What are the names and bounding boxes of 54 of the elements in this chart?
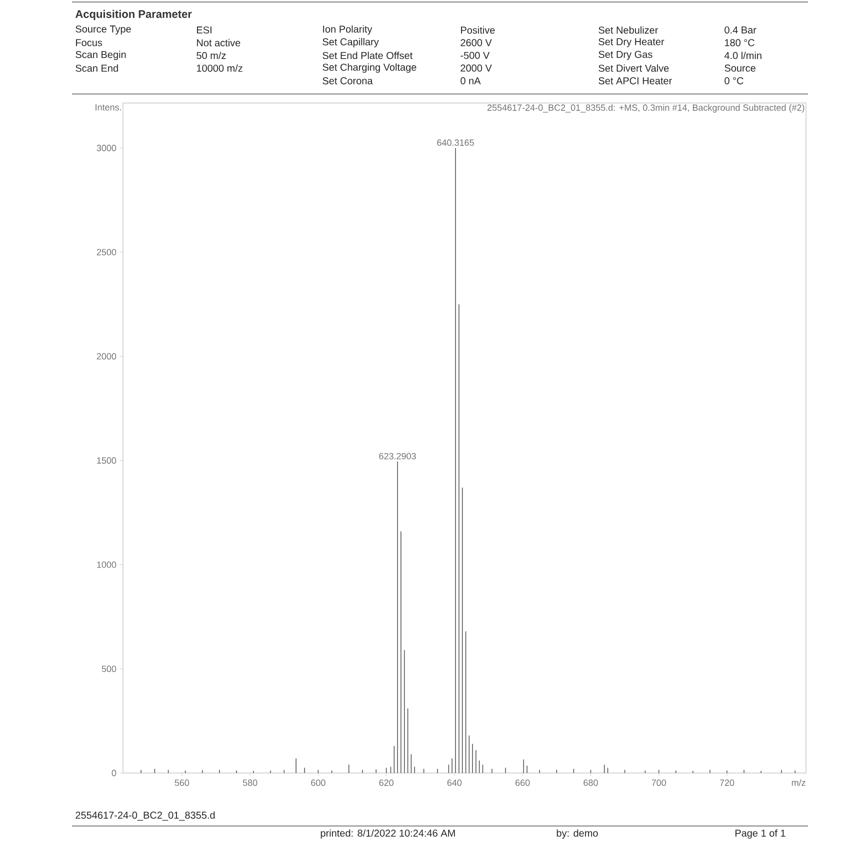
x-tick-label: 600: [311, 780, 326, 786]
y-tick-label: 1000: [97, 561, 116, 568]
text: Ion Polarity: [323, 25, 372, 35]
text: 10000 m/z: [196, 64, 242, 72]
text: Positive: [461, 26, 495, 34]
text: Focus: [76, 39, 102, 46]
text: 0.4 Bar: [724, 26, 756, 34]
x-tick-label: 620: [379, 780, 394, 786]
y-tick-label: 500: [102, 666, 116, 672]
text: 0 nA: [460, 77, 481, 84]
text: Scan Begin: [76, 50, 126, 60]
text: 2554617-24-0_BC2_01_8355.d: [76, 811, 215, 821]
x-tick-label: 660: [516, 780, 530, 786]
text: printed: 8/1/2022 10:24:46 AM: [320, 829, 455, 839]
x-tick-label: 680: [584, 780, 598, 786]
text: Set Dry Gas: [598, 50, 652, 60]
text: ESI: [197, 26, 212, 34]
text: Set Corona: [322, 77, 373, 84]
text: Source: [724, 64, 756, 72]
text: Set Divert Valve: [598, 64, 669, 72]
text: Not active: [197, 39, 240, 46]
text: Set Capillary: [322, 38, 379, 48]
text: -500 V: [460, 52, 490, 59]
annotation: 623.2903: [379, 452, 416, 460]
text: 50 m/z: [196, 52, 226, 60]
text: by: demo: [556, 829, 598, 839]
text: Set Nebulizer: [598, 26, 658, 34]
x-axis-title: m/z: [792, 779, 806, 786]
text: Set End Plate Offset: [322, 52, 413, 60]
text: 4.0 l/min: [724, 52, 762, 60]
y-tick-label: 1500: [97, 457, 116, 464]
chart-title: Acquisition Parameter: [75, 10, 192, 20]
source-note: Source Type: [76, 25, 131, 35]
text: 0 °C: [724, 77, 744, 84]
x-tick-label: 640: [447, 780, 462, 786]
x-tick-label: 700: [652, 780, 666, 786]
text: 2600 V: [460, 39, 492, 46]
text: Set APCI Heater: [598, 77, 672, 84]
x-tick-label: 720: [720, 780, 734, 786]
annotation: 640.3165: [437, 139, 474, 146]
text: 2000 V: [460, 64, 492, 72]
y-tick-label: 2500: [96, 248, 116, 256]
y-tick-label: 2000: [96, 353, 116, 360]
chart-subtitle: 2554617-24-0_BC2_01_8355.d: +MS, 0.3min #14, Background Subtracted (#2): [487, 104, 804, 113]
y-axis-title: Intens.: [96, 104, 121, 110]
x-tick-label: 560: [174, 780, 190, 786]
y-tick-label: 0: [112, 770, 116, 776]
text: Scan End: [76, 64, 118, 72]
text: Page 1 of 1: [735, 829, 786, 839]
x-tick-label: 580: [242, 780, 258, 786]
text: Set Charging Voltage: [322, 63, 416, 73]
text: Set Dry Heater: [598, 38, 664, 48]
text: 180 °C: [724, 39, 754, 46]
y-tick-label: 3000: [96, 144, 116, 152]
